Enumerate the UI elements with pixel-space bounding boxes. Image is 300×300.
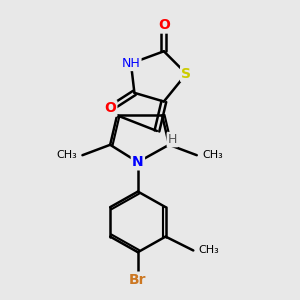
Text: Br: Br <box>129 273 147 287</box>
Text: CH₃: CH₃ <box>199 245 219 256</box>
Text: O: O <box>158 18 170 32</box>
Text: CH₃: CH₃ <box>56 150 77 160</box>
Text: O: O <box>104 101 116 116</box>
Text: N: N <box>132 155 144 169</box>
Text: S: S <box>182 67 191 81</box>
Text: NH: NH <box>122 57 140 70</box>
Text: CH₃: CH₃ <box>202 150 223 160</box>
Text: H: H <box>168 133 177 146</box>
